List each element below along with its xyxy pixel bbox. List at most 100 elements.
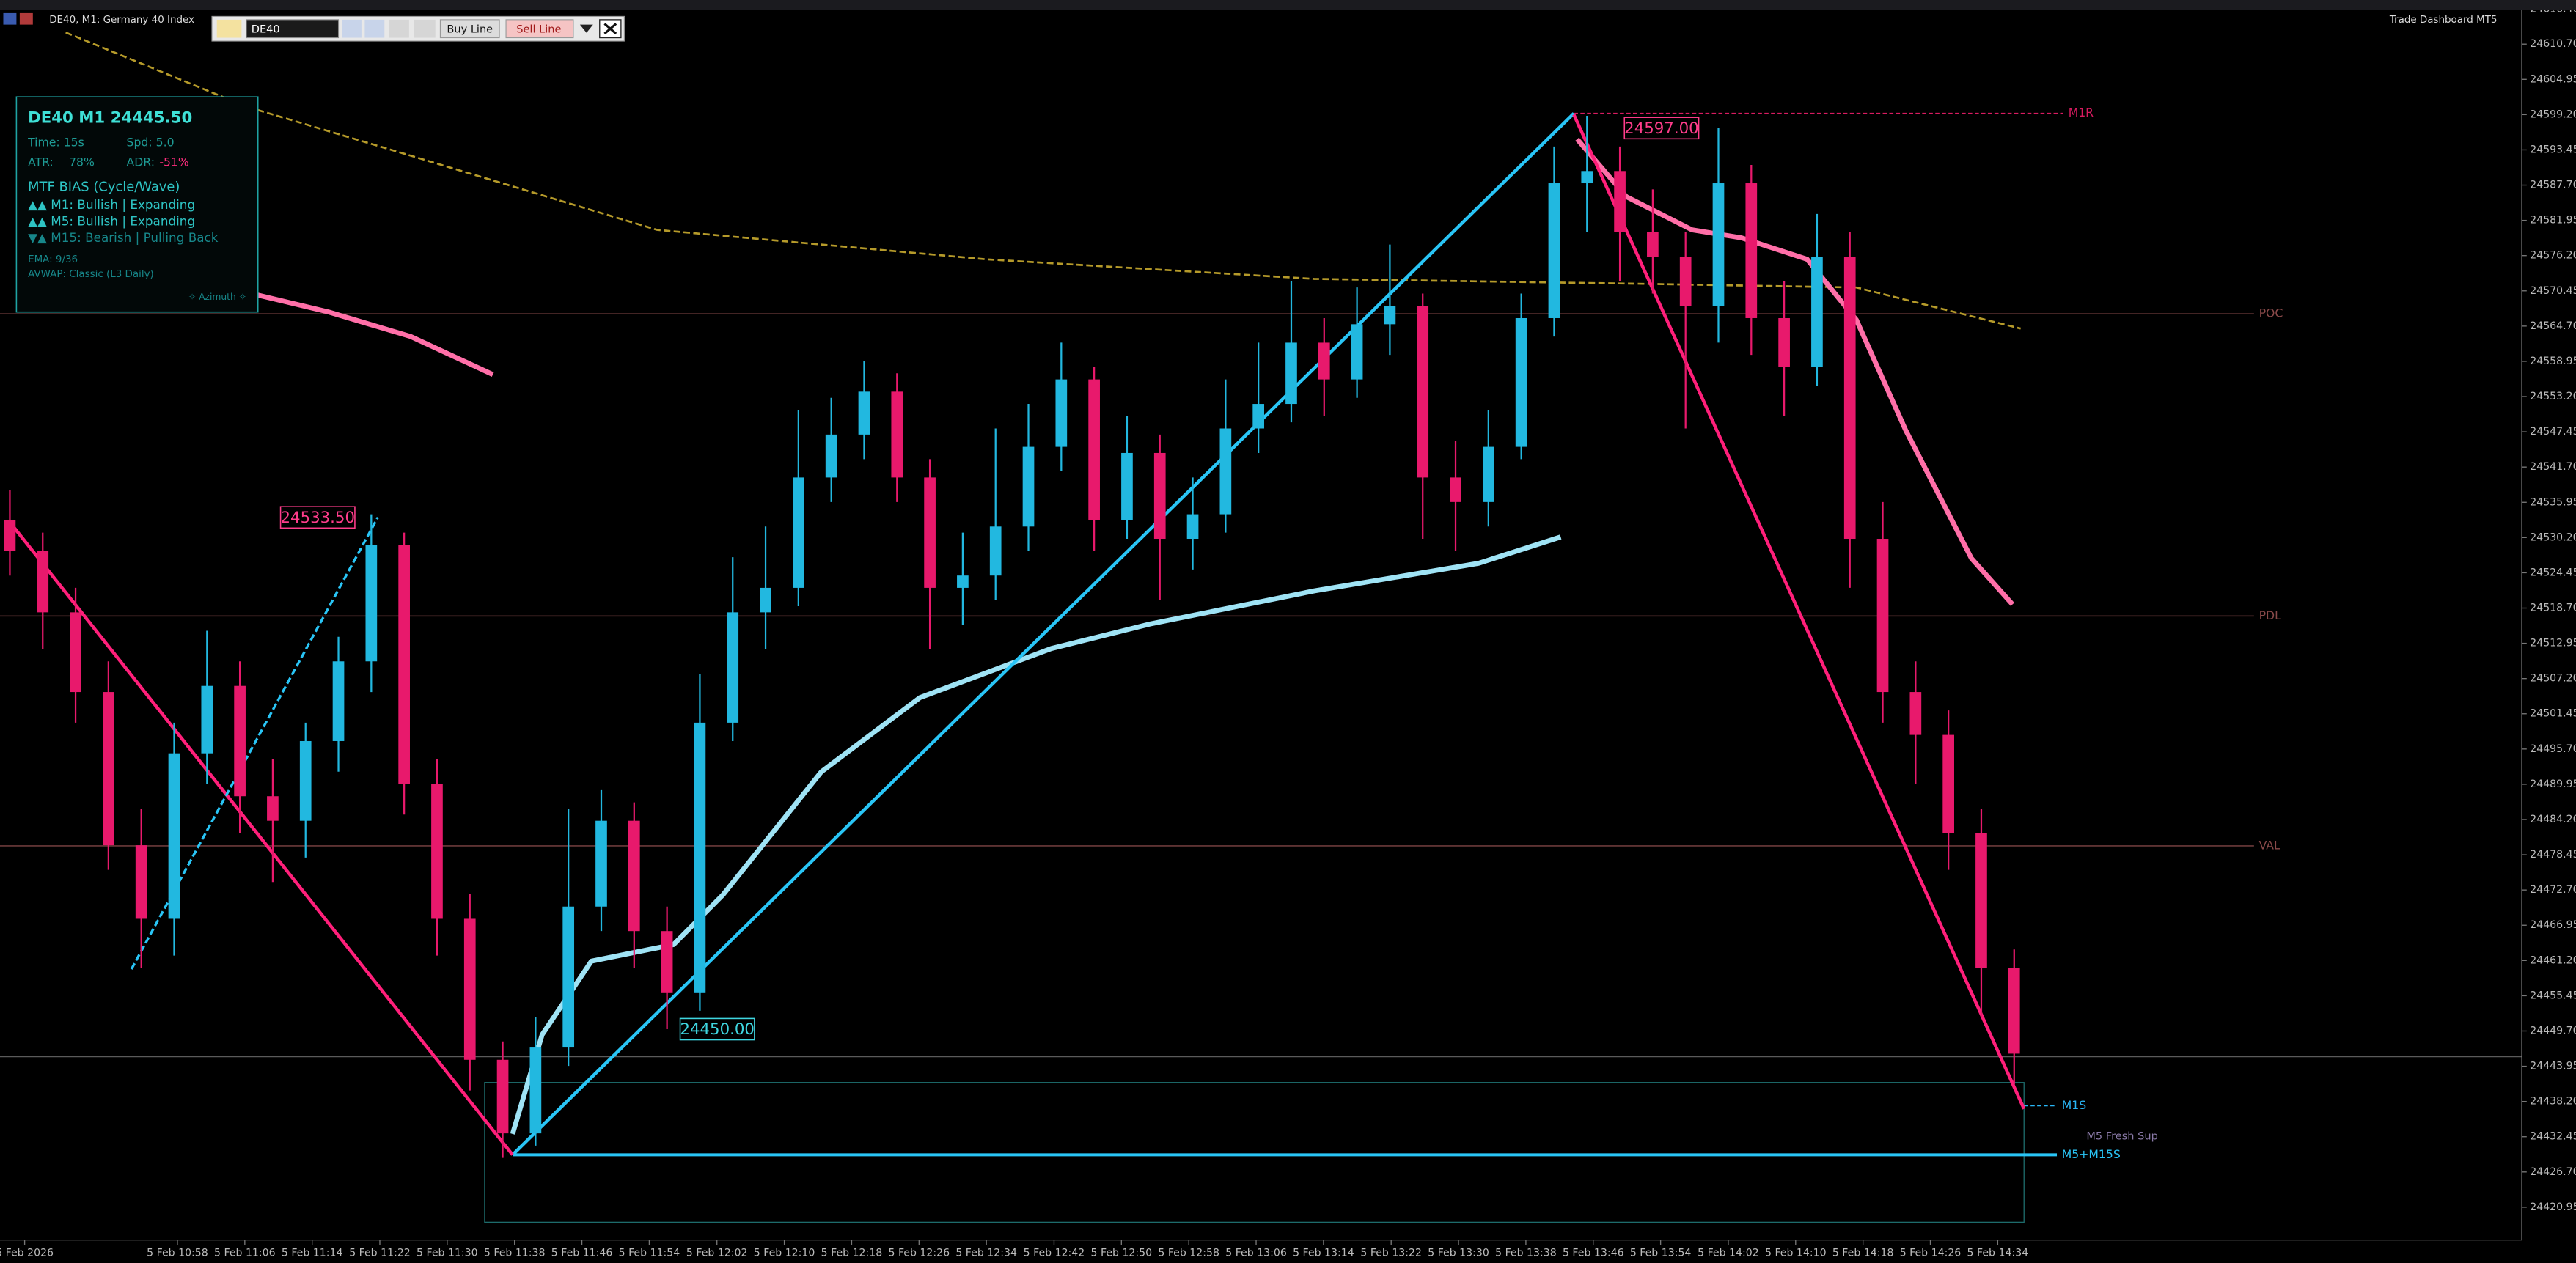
y-tick-label: 24484.20 [2530, 814, 2576, 825]
tool-icon[interactable] [216, 19, 242, 38]
indicator-line [1572, 114, 2026, 1110]
level-label: PDL [2259, 608, 2282, 622]
y-tick-label: 24570.45 [2530, 285, 2576, 297]
x-tick-label: 5 Feb 12:02 [686, 1248, 748, 1259]
candle-body [1843, 257, 1856, 540]
candle-body [1909, 692, 1922, 735]
candle-body [1186, 514, 1199, 540]
candle-body [1121, 452, 1133, 520]
y-tick-label: 24455.45 [2530, 990, 2576, 1001]
x-tick-label: 5 Feb 12:26 [889, 1248, 950, 1259]
x-tick-label: 5 Feb 11:54 [619, 1248, 680, 1259]
x-tick-label: 5 Feb 14:18 [1832, 1248, 1894, 1259]
candle-body [1614, 171, 1626, 232]
x-tick-label: 5 Feb 12:34 [955, 1248, 1017, 1259]
candle-body [1515, 317, 1527, 447]
indicator-line [511, 112, 1575, 1156]
y-tick-label: 24443.95 [2530, 1061, 2576, 1072]
x-tick-label: 5 Feb 13:06 [1225, 1248, 1287, 1259]
price-label-box [679, 1017, 755, 1041]
dropdown-button[interactable] [579, 24, 593, 33]
y-tick-label: 24524.45 [2530, 567, 2576, 578]
y-tick-label: 24576.20 [2530, 250, 2576, 262]
candle-body [529, 1047, 542, 1134]
candle-body [2008, 968, 2020, 1054]
y-tick-label: 24547.45 [2530, 426, 2576, 438]
candle-body [201, 685, 213, 754]
candle-body [463, 918, 476, 1060]
candle-body [1450, 477, 1461, 502]
y-tick-label: 24599.20 [2530, 108, 2576, 120]
panel-brand: ✧ Azimuth ✧ [188, 292, 246, 302]
y-tick-label: 24426.70 [2530, 1166, 2576, 1178]
candle-body [1318, 342, 1330, 380]
candle-body [760, 587, 771, 613]
y-tick-label: 24535.95 [2530, 496, 2576, 508]
x-tick-label: 5 Feb 13:38 [1495, 1248, 1557, 1259]
close-icon [603, 23, 617, 35]
tool-icon[interactable] [364, 19, 385, 38]
candle-body [1679, 257, 1692, 306]
candle-body [891, 391, 903, 478]
symbol-input[interactable] [246, 19, 340, 39]
candle-body [4, 520, 16, 551]
note: M5 Fresh Sup [2086, 1130, 2157, 1142]
y-tick-label: 24610.70 [2530, 38, 2576, 50]
x-tick-label: 5 Feb 13:14 [1293, 1248, 1354, 1259]
candle-body [168, 753, 180, 919]
candle-body [1417, 306, 1429, 478]
icon [3, 12, 17, 25]
x-tick-label: 5 Feb 11:30 [417, 1248, 478, 1259]
panel-bias: ▲▲ M5: Bullish | Expanding [28, 213, 195, 228]
price-label: 24597.00 [1624, 119, 1698, 138]
x-tick-label: 5 Feb 11:14 [282, 1248, 343, 1259]
tool-icon[interactable] [342, 19, 362, 38]
candle-body [1022, 446, 1035, 527]
indicator-line [1575, 137, 2015, 606]
candle-body [398, 545, 410, 784]
window-title: DE40, M1: Germany 40 Index [49, 15, 194, 26]
candle-body [37, 551, 49, 613]
window-strip [0, 0, 2576, 10]
sell-line-label: Sell Line [516, 23, 561, 35]
y-tick-label: 24461.20 [2530, 954, 2576, 966]
y-tick-label: 24558.95 [2530, 356, 2576, 367]
y-tick-label: 24507.20 [2530, 673, 2576, 685]
x-tick-label: 5 Feb 14:26 [1900, 1248, 1962, 1259]
y-tick-label: 24581.95 [2530, 215, 2576, 227]
panel-adr-label: ADR: [127, 155, 155, 169]
candle-body [431, 784, 443, 919]
x-tick-label: 5 Feb 13:54 [1630, 1248, 1692, 1259]
candle-body [267, 796, 279, 821]
candle-body [628, 820, 640, 932]
panel-atr: 78% [69, 155, 95, 169]
panel-bias: ▼▲ M15: Bearish | Pulling Back [28, 230, 219, 245]
x-tick-label: 5 Feb 12:58 [1158, 1248, 1219, 1259]
indicator-line [130, 516, 379, 970]
candle-body [1942, 734, 1954, 833]
panel-adr: -51% [159, 155, 189, 169]
tool-icon[interactable] [389, 19, 409, 38]
y-tick-label: 24420.95 [2530, 1201, 2576, 1213]
candle-body [1351, 324, 1363, 380]
level-label: POC [2259, 306, 2283, 320]
y-tick-label: 24466.95 [2530, 919, 2576, 931]
panel-ema: EMA: 9/36 [28, 254, 78, 265]
sell-line-button[interactable] [505, 19, 574, 39]
y-tick-label: 24564.70 [2530, 320, 2576, 332]
candle-body [1482, 446, 1494, 502]
x-tick-label: 5 Feb 14:34 [1967, 1248, 2029, 1259]
symbol-text: DE40 [252, 23, 280, 35]
tool-icon[interactable] [414, 19, 436, 38]
x-tick-label: 5 Feb 11:38 [484, 1248, 546, 1259]
candle-body [1811, 257, 1823, 367]
indicator-line [246, 290, 494, 377]
info-panel [15, 96, 259, 313]
x-tick-label: 5 Feb 12:42 [1024, 1248, 1085, 1259]
zone [484, 1082, 2025, 1223]
buy-line-button[interactable] [439, 19, 500, 39]
candle-body [496, 1059, 509, 1134]
